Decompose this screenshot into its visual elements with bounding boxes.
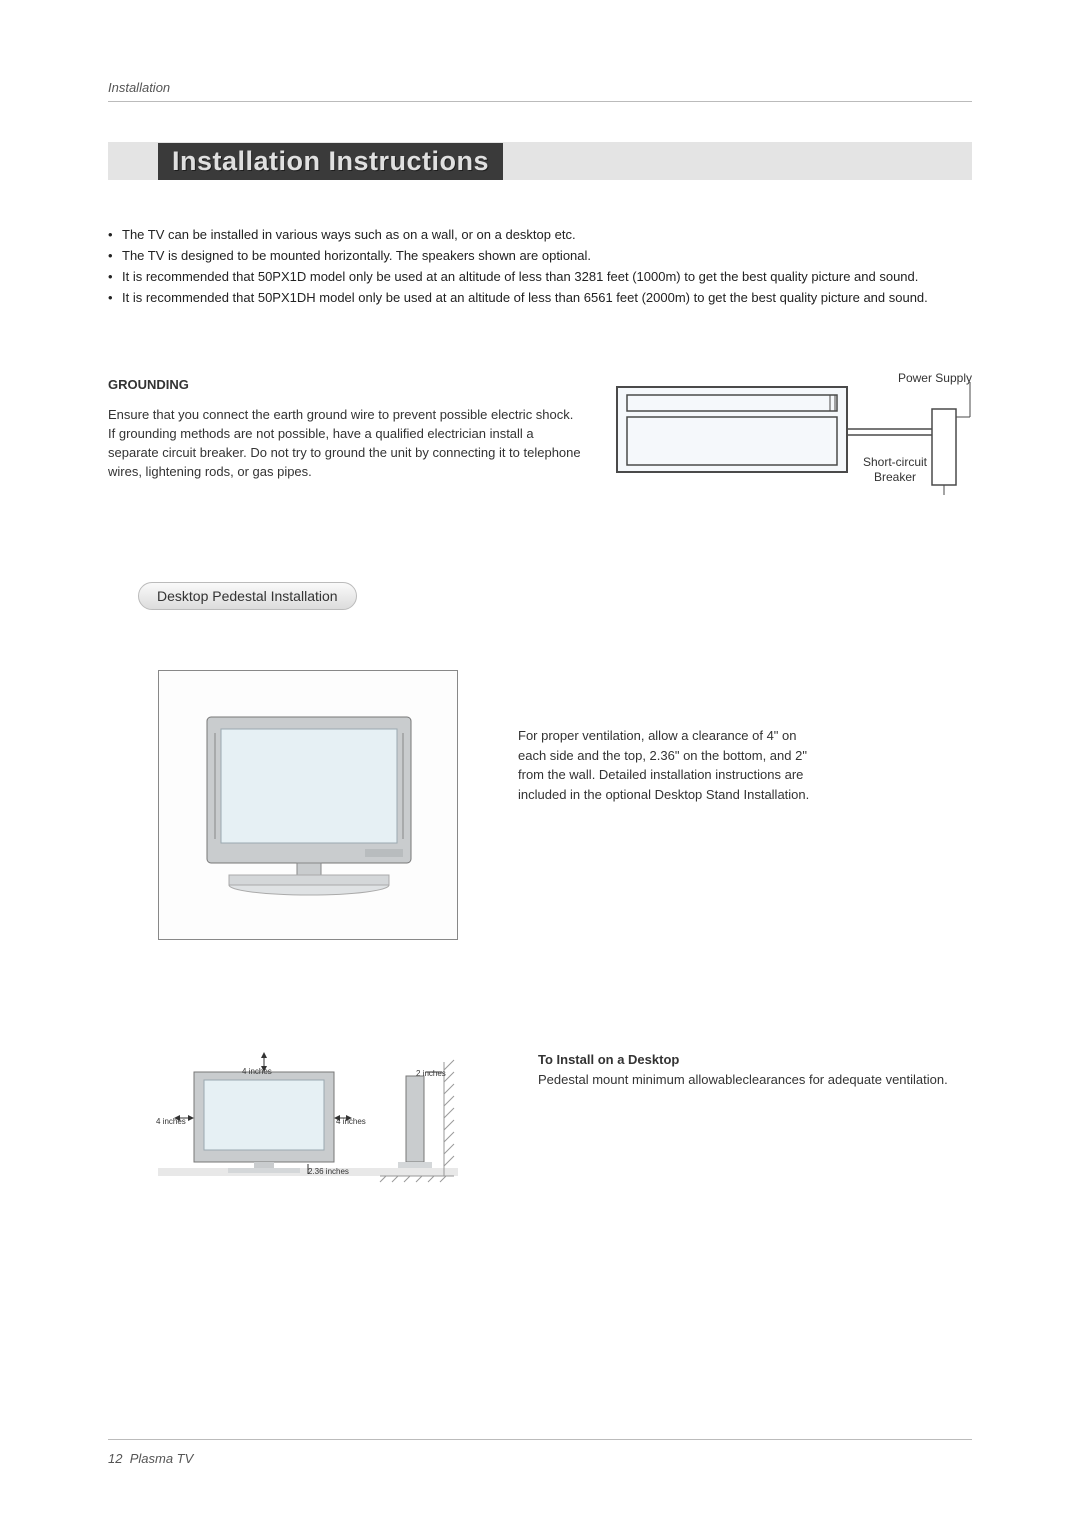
dim-bottom: 2.36 inches: [308, 1167, 349, 1176]
list-item: It is recommended that 50PX1DH model onl…: [108, 289, 972, 308]
dim-right: 4 inches: [336, 1117, 366, 1126]
breaker-label: Short-circuit Breaker: [860, 455, 930, 484]
list-item: The TV is designed to be mounted horizon…: [108, 247, 972, 266]
footer-rule: [108, 1439, 972, 1440]
dim-wall: 2 inches: [416, 1069, 446, 1078]
title-bar: Installation Instructions: [108, 142, 972, 180]
pedestal-caption: For proper ventilation, allow a clearanc…: [518, 670, 818, 804]
header-section-label: Installation: [108, 80, 972, 95]
list-item: It is recommended that 50PX1D model only…: [108, 268, 972, 287]
grounding-heading: GROUNDING: [108, 377, 582, 392]
desktop-body: Pedestal mount minimum allowableclearanc…: [538, 1070, 948, 1090]
pedestal-section-pill: Desktop Pedestal Installation: [138, 582, 357, 610]
pedestal-illustration: [158, 670, 458, 940]
intro-bullets: The TV can be installed in various ways …: [108, 226, 972, 307]
footer-page-label: 12 Plasma TV: [108, 1451, 193, 1466]
header-rule: [108, 101, 972, 102]
grounding-diagram: Power Supply Short-circuit Breaker: [612, 377, 972, 502]
desktop-heading: To Install on a Desktop: [538, 1050, 948, 1070]
desktop-clearance-illustration: 4 inches 4 inches 4 inches 2.36 inches 2…: [158, 1050, 458, 1195]
dim-left: 4 inches: [156, 1117, 186, 1126]
power-supply-label: Power Supply: [898, 371, 972, 385]
page-title: Installation Instructions: [158, 143, 503, 180]
dim-top: 4 inches: [242, 1067, 272, 1076]
list-item: The TV can be installed in various ways …: [108, 226, 972, 245]
grounding-body: Ensure that you connect the earth ground…: [108, 406, 582, 481]
